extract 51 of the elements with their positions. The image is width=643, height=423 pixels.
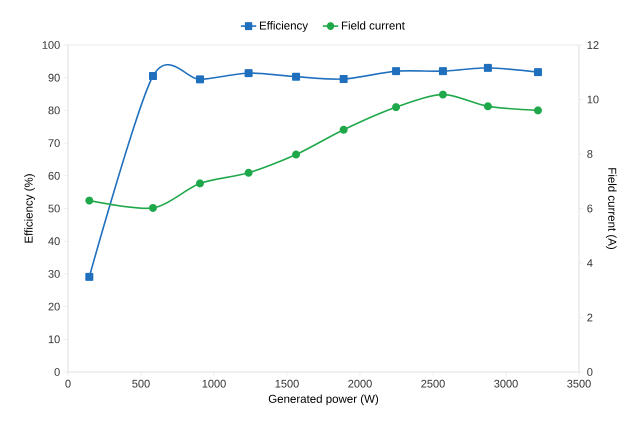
point [438,90,447,99]
y2-tick-label: 10 [588,96,599,104]
y-tick-label: 80 [48,106,60,114]
y-tick-label: 30 [48,270,60,278]
point [85,196,94,205]
point [438,67,447,76]
x-tick-label: 1000 [202,380,226,388]
point [148,72,157,80]
point [534,106,542,114]
point [484,64,492,72]
y-tick-label: 50 [48,204,60,212]
y2-axis-title: Field current (A) [606,168,617,249]
y-tick-label: 100 [42,41,60,49]
x-tick-label: 2000 [348,380,372,388]
point [534,68,542,76]
y-tick-label: 70 [48,139,60,147]
x-tick-label: 2500 [421,380,445,388]
y2-tick-label: 6 [587,204,592,212]
legend-label: Efficiency [260,21,308,32]
x-tick-label: 0 [65,380,71,388]
point [196,75,204,84]
y-tick-label: 60 [48,172,60,180]
point [244,168,253,177]
x-tick-label: 3500 [567,380,591,388]
point [392,103,400,112]
point [340,126,348,134]
y-tick-label: 10 [48,335,60,344]
x-tick-label: 500 [132,380,150,388]
point [292,150,300,159]
point [340,75,348,83]
point [392,67,400,76]
y2-tick-label: 8 [587,150,592,158]
x-axis-title: Generated power (W) [268,394,378,406]
point [85,272,94,281]
y2-tick-label: 2 [587,314,592,322]
point [148,204,157,212]
point [196,179,204,188]
legend-label: Field current [342,21,405,30]
y2-tick-label: 4 [587,259,593,267]
y-tick-label: 40 [48,237,60,246]
y-tick-label: 90 [48,74,60,82]
y-tick-label: 20 [48,302,60,310]
x-tick-label: 1500 [276,380,299,388]
y2-tick-label: 12 [588,41,598,49]
point [484,102,492,110]
y-axis-title: Efficiency (%) [24,174,35,243]
x-tick-label: 3000 [494,380,518,388]
point [292,72,300,81]
y2-tick-label: 0 [587,368,592,376]
y-tick-label: 0 [54,368,60,376]
point [244,69,253,78]
